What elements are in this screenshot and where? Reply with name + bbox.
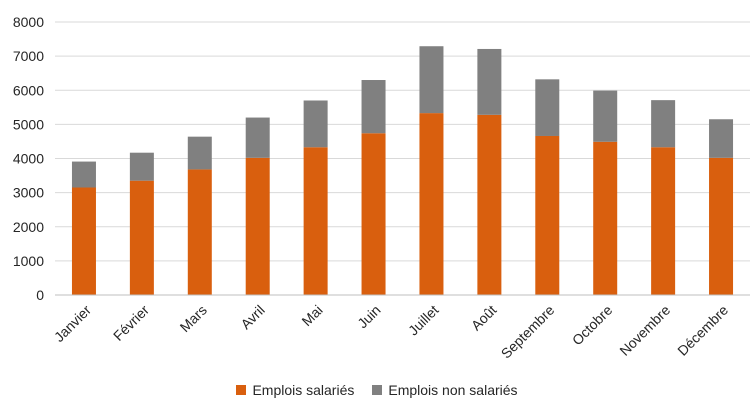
x-tick-label: Février [110,302,152,344]
x-tick-label: Novembre [616,302,673,359]
bar-non-salaried [129,152,154,181]
x-tick-label: Avril [237,302,267,332]
bar-non-salaried [361,80,386,134]
y-tick-label: 7000 [13,48,44,64]
bar-non-salaried [651,100,676,148]
bar-non-salaried [593,90,618,142]
bar-non-salaried [419,46,444,114]
y-tick-label: 1000 [13,253,44,269]
bar-salaried [477,114,502,295]
bar-non-salaried [535,79,560,136]
x-axis-ticks: Janvier Février Mars Avril Mai Juin Juillet Aoû… [51,294,750,362]
y-tick-label: 8000 [13,14,44,30]
bar-salaried [129,180,154,295]
x-tick-label: Mai [298,302,325,329]
bar-salaried [187,169,212,295]
y-tick-label: 2000 [13,219,44,235]
x-tick-label: Janvier [51,302,94,345]
bar-non-salaried [245,117,270,158]
y-tick-label: 6000 [13,82,44,98]
bar-salaried [361,133,386,295]
x-tick-label: Décembre [674,302,731,359]
bar-salaried [303,147,328,295]
bar-non-salaried [709,119,734,158]
x-tick-label: Juillet [405,302,442,339]
bar-salaried [651,147,676,295]
bar-non-salaried [303,100,328,148]
legend-item-salaried: Emplois salariés [236,382,354,398]
legend-label-non-salaried: Emplois non salariés [388,382,518,398]
bar-non-salaried [477,48,502,115]
y-tick-label: 5000 [13,116,44,132]
x-tick-label: Octobre [569,302,616,349]
y-tick-label: 4000 [13,151,44,167]
x-tick-label: Août [468,302,500,334]
legend-item-non-salaried: Emplois non salariés [372,382,518,398]
bar-salaried [245,157,270,295]
bar-salaried [419,113,444,296]
bar-salaried [535,135,560,295]
bar-non-salaried [71,161,96,188]
bar-salaried [71,187,96,295]
bars [71,46,734,296]
x-tick-label: Septembre [498,302,558,362]
x-tick-label: Juin [354,302,383,331]
bar-non-salaried [187,136,212,170]
legend-swatch-salaried [236,385,247,395]
legend-swatch-non-salaried [372,385,383,395]
gridlines [55,21,750,296]
y-axis-ticks: 0 1000 2000 3000 4000 5000 6000 7000 8000 [13,14,44,303]
x-tick-label: Mars [177,302,210,335]
y-tick-label: 3000 [13,185,44,201]
legend-label-salaried: Emplois salariés [252,382,355,398]
y-tick-label: 0 [36,287,44,303]
bar-salaried [709,157,734,295]
bar-salaried [593,141,618,295]
legend: Emplois salariés Emplois non salariés [0,382,754,398]
